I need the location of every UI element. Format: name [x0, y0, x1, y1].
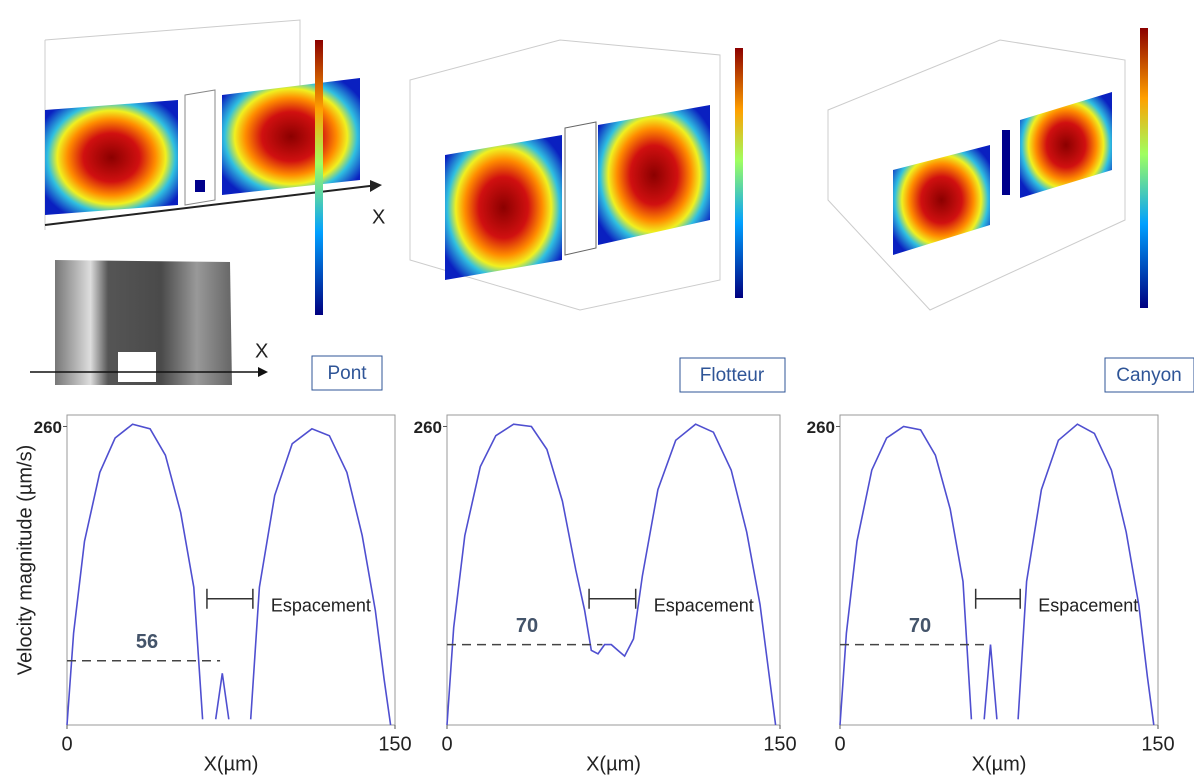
pont-scene: X X Pont	[30, 19, 385, 391]
data-line	[839, 423, 1155, 726]
threshold-label: 70	[516, 615, 538, 637]
y-tick-label: 260	[807, 418, 835, 437]
x-tick-label: 150	[1141, 733, 1174, 755]
y-tick-label: 260	[414, 418, 442, 437]
x-tick-label: 0	[834, 733, 845, 755]
y-axis-label: Velocity magnitude (µm/s)	[14, 445, 36, 676]
panel-label: Flotteur	[700, 365, 765, 386]
spacing-bracket	[206, 588, 254, 609]
panel-label: Pont	[327, 363, 367, 384]
x-axis-label: X(µm)	[972, 753, 1027, 775]
threshold-label: 70	[909, 615, 931, 637]
annotation: Espacement	[1038, 595, 1138, 615]
canyon-scene: Canyon	[827, 28, 1194, 393]
annotation: Espacement	[654, 595, 754, 615]
x-axis-label: X(µm)	[586, 753, 641, 775]
panel-label: Canyon	[1116, 365, 1182, 386]
data-line	[66, 423, 392, 726]
data-line	[446, 423, 777, 726]
x-tick-label: 150	[763, 733, 796, 755]
plot-frame	[839, 414, 1159, 726]
y-tick-label: 260	[34, 418, 62, 437]
flotteur-scene: Flotteur	[409, 39, 786, 393]
x-tick-label: 0	[61, 733, 72, 755]
x-tick-label: 150	[378, 733, 411, 755]
x-tick-label: 0	[441, 733, 452, 755]
x-axis-label: X(µm)	[204, 753, 259, 775]
annotation: Espacement	[271, 595, 371, 615]
axis-mark: X	[255, 340, 268, 362]
spacing-bracket	[588, 588, 637, 609]
threshold-label: 56	[136, 631, 158, 653]
charts: 260 0 150 X(µm) 56 Espacement 260 0 150 X(µm) 70 Es…	[34, 414, 1175, 775]
spacing-bracket	[974, 588, 1021, 609]
plot-frame	[66, 414, 396, 726]
plot-frame	[446, 414, 781, 726]
axis-mark: X	[372, 206, 385, 228]
